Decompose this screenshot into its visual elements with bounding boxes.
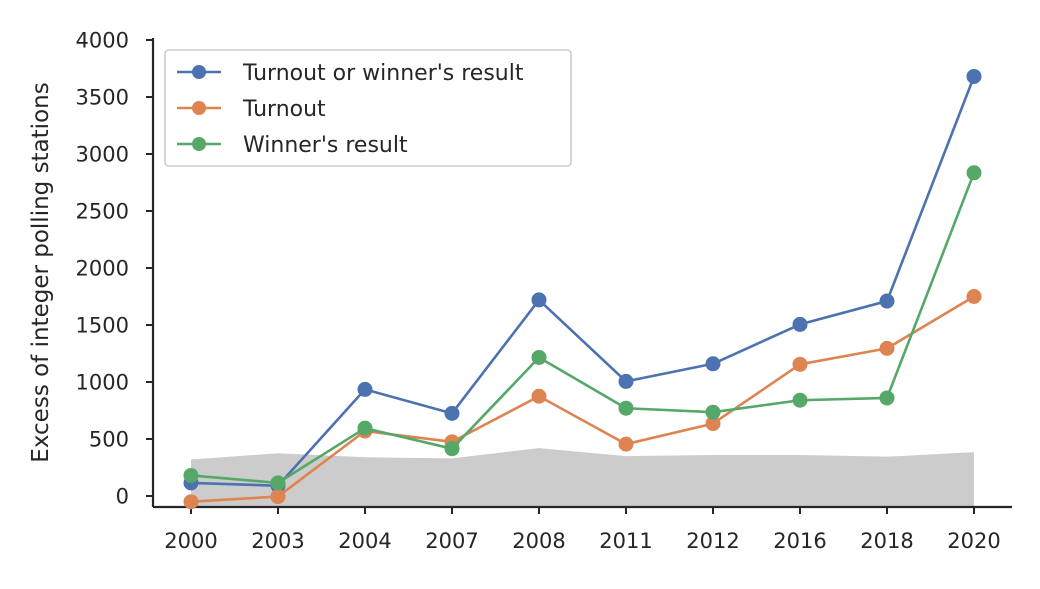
data-point — [444, 441, 460, 457]
data-point — [618, 436, 634, 452]
data-point — [705, 356, 721, 372]
legend-label: Turnout — [242, 97, 326, 122]
data-point — [879, 293, 895, 309]
x-tick-label: 2007 — [425, 529, 478, 553]
y-tick-label: 2500 — [76, 200, 129, 224]
legend-marker — [192, 137, 206, 151]
data-point — [966, 289, 982, 304]
x-tick-label: 2016 — [773, 529, 826, 553]
x-tick-label: 2004 — [338, 529, 391, 553]
data-point — [705, 404, 721, 420]
data-point — [618, 400, 634, 416]
data-point — [618, 373, 634, 389]
data-point — [183, 467, 199, 483]
x-tick-label: 2003 — [251, 529, 304, 553]
x-tick-label: 2012 — [686, 529, 739, 553]
y-tick-label: 2000 — [76, 257, 129, 281]
x-tick-label: 2018 — [860, 529, 913, 553]
series-line — [190, 172, 976, 485]
series-group — [183, 165, 982, 491]
data-point — [879, 340, 895, 356]
y-tick-label: 500 — [89, 428, 129, 452]
data-point — [792, 316, 808, 332]
legend-label: Winner's result — [243, 133, 408, 158]
x-tick-label: 2011 — [599, 529, 652, 553]
data-point — [966, 68, 982, 84]
series-line — [190, 76, 976, 488]
legend-marker — [192, 101, 206, 115]
data-point — [531, 388, 547, 404]
data-point — [357, 381, 373, 397]
y-tick-label: 0 — [116, 485, 129, 509]
legend-marker — [192, 65, 206, 79]
y-tick-label: 1500 — [76, 314, 129, 338]
x-tick-label: 2008 — [512, 529, 565, 553]
series-line — [190, 295, 975, 503]
data-point — [792, 392, 808, 408]
legend-label: Turnout or winner's result — [242, 61, 524, 86]
baseline-band — [191, 448, 974, 507]
data-point — [357, 420, 373, 436]
data-point — [270, 475, 286, 491]
x-tick-label: 2020 — [947, 529, 1000, 553]
legend-box — [164, 49, 572, 167]
data-point — [444, 405, 460, 421]
data-point — [531, 292, 547, 308]
y-axis-title: Excess of integer polling stations — [28, 82, 54, 462]
y-tick-label: 3000 — [76, 143, 129, 167]
y-tick-label: 3500 — [76, 86, 129, 110]
data-point — [966, 165, 982, 181]
y-tick-label: 4000 — [76, 29, 129, 53]
data-point — [792, 356, 808, 372]
data-point — [270, 489, 286, 505]
y-tick-label: 1000 — [76, 371, 129, 395]
data-point — [183, 494, 199, 510]
x-tick-label: 2000 — [164, 529, 217, 553]
data-point — [879, 390, 895, 406]
data-point — [531, 349, 547, 365]
